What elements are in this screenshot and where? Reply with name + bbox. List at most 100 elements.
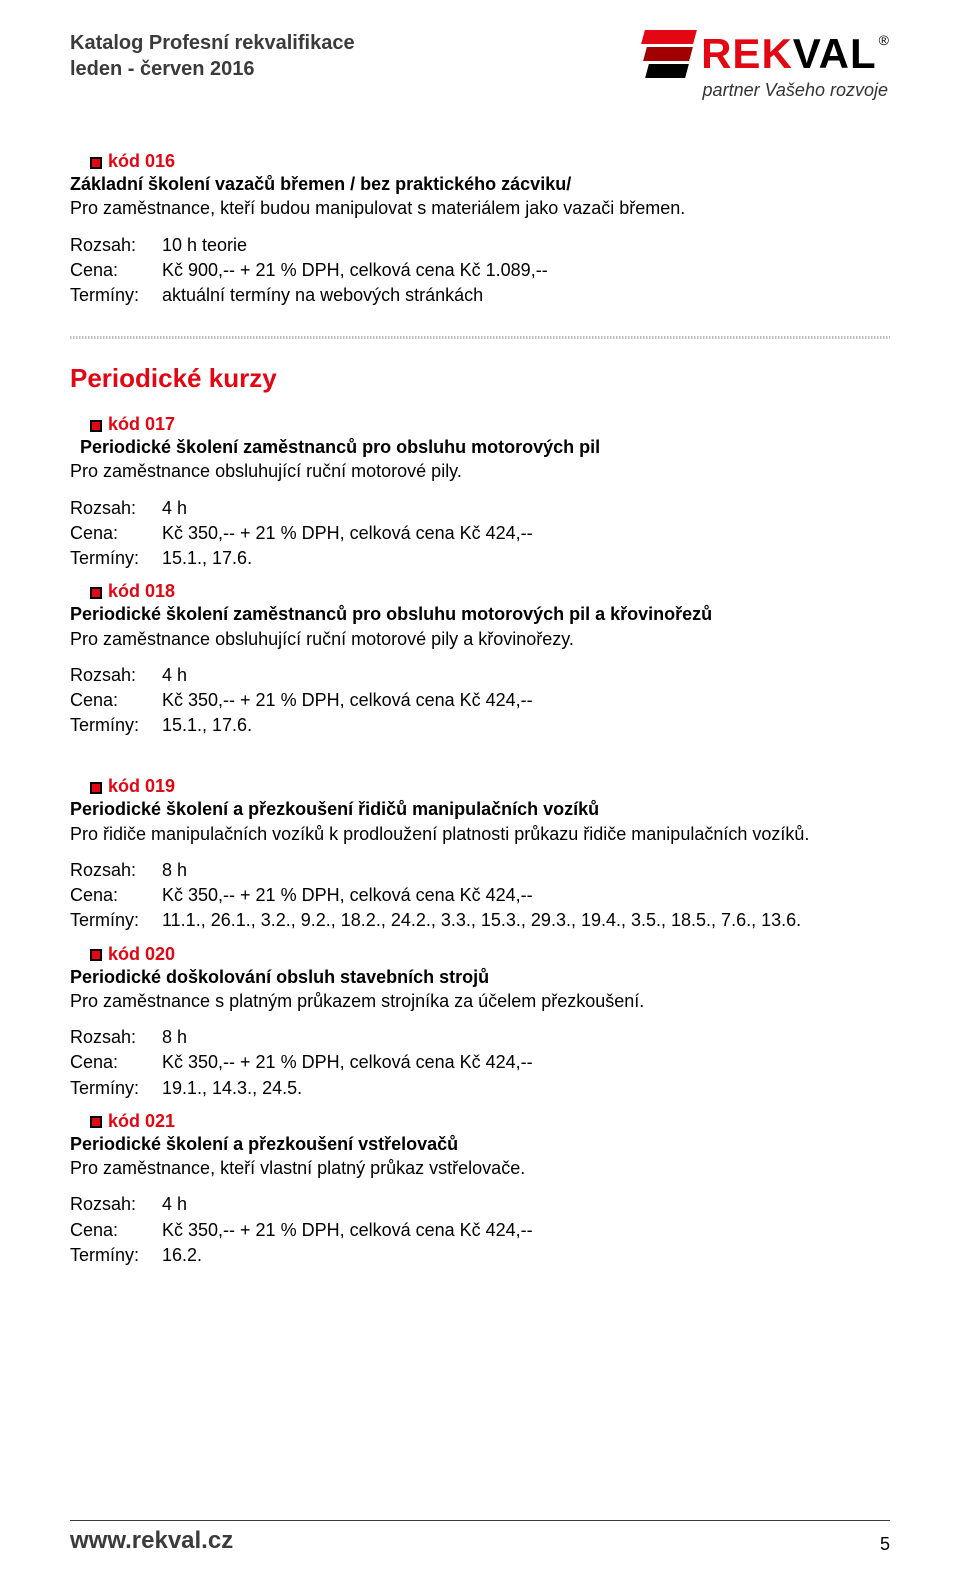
course-017-code-row: kód 017 — [90, 414, 890, 435]
course-016-code: kód 016 — [108, 151, 175, 172]
page-footer: www.rekval.cz 5 — [70, 1520, 890, 1555]
row-cena: Cena:Kč 900,-- + 21 % DPH, celková cena … — [70, 258, 890, 283]
row-rozsah: Rozsah:4 h — [70, 663, 890, 688]
catalog-title-line2: leden - červen 2016 — [70, 56, 355, 82]
label-terminy: Termíny: — [70, 713, 162, 738]
label-rozsah: Rozsah: — [70, 663, 162, 688]
content: kód 016 Základní školení vazačů břemen /… — [70, 151, 890, 1268]
course-020-desc: Pro zaměstnance s platným průkazem stroj… — [70, 989, 890, 1013]
logo-text-part1: REK — [701, 30, 793, 77]
row-cena: Cena:Kč 350,-- + 21 % DPH, celková cena … — [70, 1050, 890, 1075]
course-016-title: Základní školení vazačů břemen / bez pra… — [70, 172, 890, 196]
row-terminy: Termíny:16.2. — [70, 1243, 890, 1268]
bullet-icon — [90, 586, 102, 598]
label-terminy: Termíny: — [70, 546, 162, 571]
val-terminy: aktuální termíny na webových stránkách — [162, 283, 890, 308]
logo-stripe-2 — [643, 47, 693, 61]
course-018-title: Periodické školení zaměstnanců pro obslu… — [70, 602, 890, 626]
course-017-title: Periodické školení zaměstnanců pro obslu… — [80, 435, 890, 459]
logo-text: REKVAL® — [701, 33, 890, 75]
course-016: kód 016 Základní školení vazačů břemen /… — [70, 151, 890, 308]
label-cena: Cena: — [70, 688, 162, 713]
footer-page-number: 5 — [880, 1534, 890, 1555]
row-terminy: Termíny:19.1., 14.3., 24.5. — [70, 1076, 890, 1101]
label-terminy: Termíny: — [70, 908, 162, 933]
course-019-title: Periodické školení a přezkoušení řidičů … — [70, 797, 890, 821]
logo-row: REKVAL® — [635, 30, 890, 78]
row-terminy: Termíny:15.1., 17.6. — [70, 713, 890, 738]
bullet-icon — [90, 948, 102, 960]
bullet-svg-icon — [90, 420, 102, 432]
bullet-svg-icon — [90, 949, 102, 961]
label-terminy: Termíny: — [70, 283, 162, 308]
label-cena: Cena: — [70, 258, 162, 283]
row-cena: Cena:Kč 350,-- + 21 % DPH, celková cena … — [70, 521, 890, 546]
logo: REKVAL® partner Vašeho rozvoje — [635, 30, 890, 101]
row-rozsah: Rozsah:8 h — [70, 1025, 890, 1050]
course-021-title: Periodické školení a přezkoušení vstřelo… — [70, 1132, 890, 1156]
course-019-desc: Pro řidiče manipulačních vozíků k prodlo… — [70, 822, 890, 846]
course-016-desc: Pro zaměstnance, kteří budou manipulovat… — [70, 196, 890, 220]
bullet-icon — [90, 419, 102, 431]
course-020: kód 020 Periodické doškolování obsluh st… — [70, 944, 890, 1101]
section-separator — [70, 336, 890, 339]
course-021-details: Rozsah:4 h Cena:Kč 350,-- + 21 % DPH, ce… — [70, 1192, 890, 1268]
row-rozsah: Rozsah:10 h teorie — [70, 233, 890, 258]
val-rozsah: 4 h — [162, 496, 890, 521]
label-rozsah: Rozsah: — [70, 233, 162, 258]
row-cena: Cena:Kč 350,-- + 21 % DPH, celková cena … — [70, 688, 890, 713]
row-rozsah: Rozsah:8 h — [70, 858, 890, 883]
course-018-code: kód 018 — [108, 581, 175, 602]
val-cena: Kč 350,-- + 21 % DPH, celková cena Kč 42… — [162, 521, 890, 546]
course-020-details: Rozsah:8 h Cena:Kč 350,-- + 21 % DPH, ce… — [70, 1025, 890, 1101]
row-cena: Cena:Kč 350,-- + 21 % DPH, celková cena … — [70, 1218, 890, 1243]
course-021: kód 021 Periodické školení a přezkoušení… — [70, 1111, 890, 1268]
label-cena: Cena: — [70, 521, 162, 546]
title-text: Periodické školení zaměstnanců pro obslu… — [80, 437, 600, 457]
label-terminy: Termíny: — [70, 1076, 162, 1101]
row-rozsah: Rozsah:4 h — [70, 1192, 890, 1217]
val-terminy: 19.1., 14.3., 24.5. — [162, 1076, 890, 1101]
val-cena: Kč 900,-- + 21 % DPH, celková cena Kč 1.… — [162, 258, 890, 283]
val-terminy: 15.1., 17.6. — [162, 713, 890, 738]
label-rozsah: Rozsah: — [70, 1025, 162, 1050]
course-018-desc: Pro zaměstnance obsluhující ruční motoro… — [70, 627, 890, 651]
course-021-code: kód 021 — [108, 1111, 175, 1132]
bullet-icon — [90, 1115, 102, 1127]
label-cena: Cena: — [70, 1050, 162, 1075]
course-017-details: Rozsah:4 h Cena:Kč 350,-- + 21 % DPH, ce… — [70, 496, 890, 572]
val-terminy: 11.1., 26.1., 3.2., 9.2., 18.2., 24.2., … — [162, 908, 890, 933]
course-020-code: kód 020 — [108, 944, 175, 965]
course-018-details: Rozsah:4 h Cena:Kč 350,-- + 21 % DPH, ce… — [70, 663, 890, 739]
val-terminy: 15.1., 17.6. — [162, 546, 890, 571]
course-016-code-row: kód 016 — [90, 151, 890, 172]
logo-stripes-icon — [635, 30, 695, 78]
logo-text-part2: VAL — [793, 30, 877, 77]
footer-url: www.rekval.cz — [70, 1527, 233, 1555]
logo-stripe-3 — [645, 64, 689, 78]
val-terminy: 16.2. — [162, 1243, 890, 1268]
val-rozsah: 10 h teorie — [162, 233, 890, 258]
course-016-details: Rozsah:10 h teorie Cena:Kč 900,-- + 21 %… — [70, 233, 890, 309]
row-terminy: Termíny:aktuální termíny na webových str… — [70, 283, 890, 308]
label-rozsah: Rozsah: — [70, 858, 162, 883]
course-019: kód 019 Periodické školení a přezkoušení… — [70, 776, 890, 933]
row-terminy: Termíny:11.1., 26.1., 3.2., 9.2., 18.2.,… — [70, 908, 890, 933]
course-019-code: kód 019 — [108, 776, 175, 797]
bullet-svg-icon — [90, 587, 102, 599]
course-019-code-row: kód 019 — [90, 776, 890, 797]
catalog-title: Katalog Profesní rekvalifikace leden - č… — [70, 30, 355, 82]
bullet-svg-icon — [90, 782, 102, 794]
val-rozsah: 4 h — [162, 663, 890, 688]
val-rozsah: 8 h — [162, 858, 890, 883]
val-cena: Kč 350,-- + 21 % DPH, celková cena Kč 42… — [162, 883, 890, 908]
bullet-svg-icon — [90, 157, 102, 169]
course-020-title: Periodické doškolování obsluh stavebních… — [70, 965, 890, 989]
section-heading-periodicke: Periodické kurzy — [70, 363, 890, 394]
logo-tagline: partner Vašeho rozvoje — [635, 80, 888, 101]
bullet-icon — [90, 156, 102, 168]
course-017: kód 017 Periodické školení zaměstnanců p… — [70, 414, 890, 571]
row-terminy: Termíny:15.1., 17.6. — [70, 546, 890, 571]
bullet-svg-icon — [90, 1116, 102, 1128]
bullet-icon — [90, 781, 102, 793]
